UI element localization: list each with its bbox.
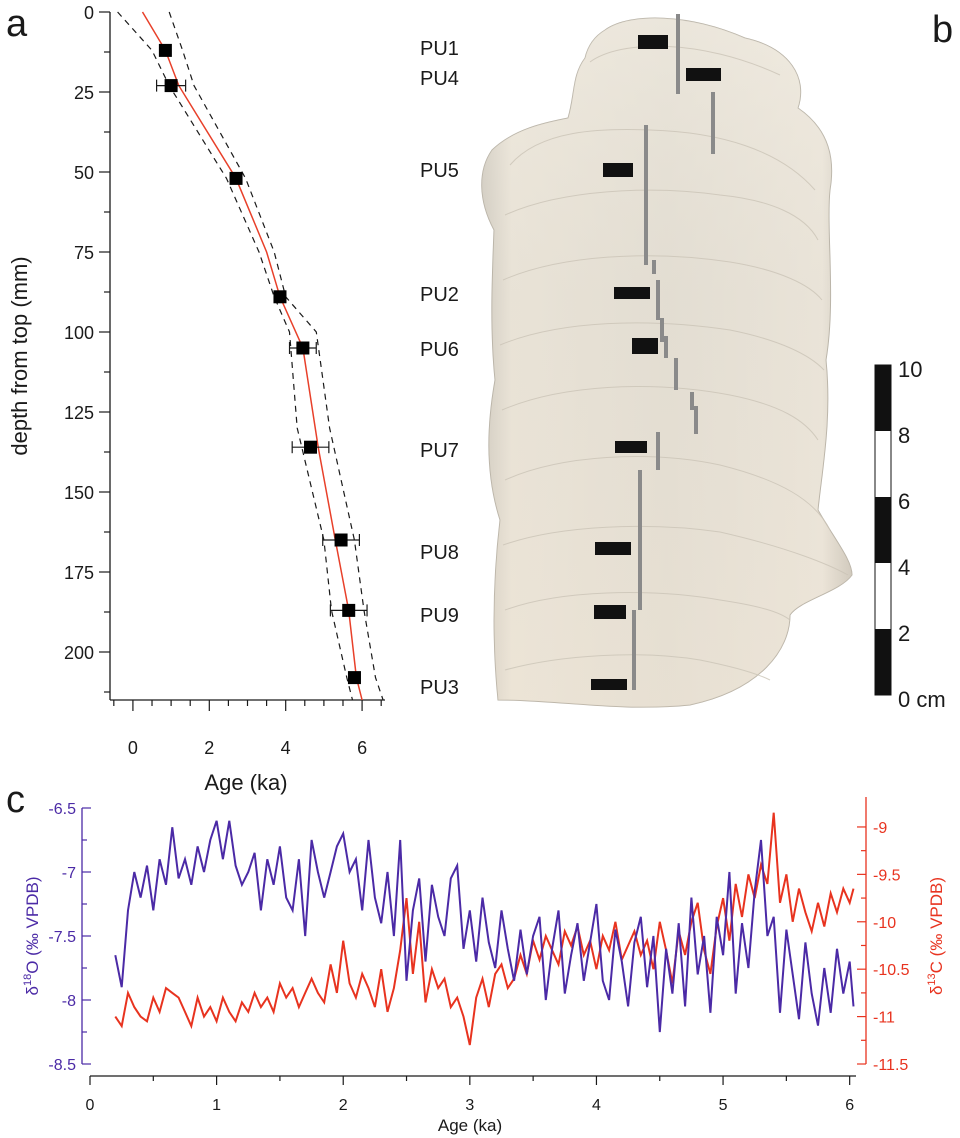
- panel-c-x-axis-label: Age (ka): [438, 1116, 502, 1135]
- d13c-tick-label: -10.5: [873, 962, 910, 979]
- d18o-ticks: -8.5 -8 -7.5 -7 -6.5: [48, 801, 91, 1074]
- x-tick-label: 0: [128, 738, 138, 758]
- x-tick-label: 1: [212, 1097, 221, 1114]
- x-tick-label: 3: [465, 1097, 474, 1114]
- x-tick-label: 6: [845, 1097, 854, 1114]
- x-tick-label: 2: [204, 738, 214, 758]
- section-label-pu7: PU7: [420, 440, 459, 462]
- d13c-ticks: -11.5 -11 -10.5 -10 -9.5 -9: [857, 820, 910, 1074]
- panel-label-a: a: [6, 3, 28, 45]
- age-model-lower-bound: [168, 11, 384, 701]
- date-point: [334, 533, 348, 547]
- d13c-axis-label: δ13C (‰ VPDB): [926, 877, 946, 995]
- panel-label-b: b: [932, 9, 953, 51]
- date-point: [164, 79, 178, 93]
- panel-a-age-depth-chart: a 0 25 50 75 100 125 150 175 200 0 2 4 6 Age (ka) d…: [6, 3, 385, 795]
- panel-c-x-ticks: 0 1 2 3 4 5 6: [86, 1076, 854, 1114]
- scale-label-10: 10: [898, 357, 922, 382]
- d18o-tick-label: -8.5: [48, 1057, 76, 1074]
- d13c-tick-label: -9: [873, 820, 887, 837]
- growth-layers: [499, 45, 849, 681]
- speleothem-slab: [481, 14, 853, 708]
- x-tick-label: 6: [357, 738, 367, 758]
- sample-markers: [591, 35, 721, 690]
- dating-points: [155, 43, 368, 685]
- date-point: [342, 603, 356, 617]
- x-tick-label: 4: [281, 738, 291, 758]
- d13c-label-symbol: δ: [927, 986, 946, 995]
- section-label-pu5: PU5: [420, 160, 459, 182]
- d18o-series-line: [114, 820, 855, 1033]
- d13c-label-super: 13: [926, 973, 938, 985]
- d18o-tick-label: -8: [62, 993, 76, 1010]
- y-tick-label: 75: [74, 243, 94, 263]
- section-label-pu8: PU8: [420, 542, 459, 564]
- date-point: [296, 341, 310, 355]
- d18o-label-symbol: δ: [23, 986, 42, 995]
- x-tick-label: 5: [719, 1097, 728, 1114]
- d18o-tick-label: -7.5: [48, 929, 76, 946]
- d18o-axis-label: δ18O (‰ VPDB): [22, 876, 42, 995]
- date-point: [347, 671, 361, 685]
- scale-label-0-cm: 0 cm: [898, 687, 946, 712]
- scale-label-4: 4: [898, 555, 910, 580]
- y-tick-label: 200: [64, 643, 94, 663]
- scale-label-2: 2: [898, 621, 910, 646]
- scale-bar: 10 8 6 4 2 0 cm: [874, 357, 946, 712]
- d13c-tick-label: -11.5: [873, 1057, 908, 1074]
- d18o-tick-label: -6.5: [48, 801, 76, 818]
- d18o-tick-label: -7: [62, 865, 76, 882]
- age-model-upper-bound: [117, 11, 354, 701]
- panel-a-y-ticks: 0 25 50 75 100 125 150 175 200: [64, 3, 110, 693]
- x-tick-label: 4: [592, 1097, 601, 1114]
- y-tick-label: 0: [84, 3, 94, 23]
- d13c-tick-label: -10: [873, 915, 896, 932]
- panel-a-x-axis-label: Age (ka): [204, 770, 287, 795]
- y-tick-label: 175: [64, 563, 94, 583]
- section-label-pu3: PU3: [420, 677, 459, 699]
- x-tick-label: 2: [339, 1097, 348, 1114]
- section-label-pu6: PU6: [420, 339, 459, 361]
- section-labels: PU1 PU4 PU5 PU2 PU6 PU7 PU8 PU9 PU3: [420, 38, 459, 699]
- y-tick-label: 25: [74, 83, 94, 103]
- y-tick-label: 150: [64, 483, 94, 503]
- scale-label-8: 8: [898, 423, 910, 448]
- date-point: [229, 171, 243, 185]
- y-tick-label: 125: [64, 403, 94, 423]
- date-point: [304, 440, 318, 454]
- speleothem-shading: [481, 18, 852, 708]
- section-label-pu2: PU2: [420, 284, 459, 306]
- d18o-label-rest: O (‰ VPDB): [23, 876, 42, 973]
- section-label-pu4: PU4: [420, 68, 459, 90]
- d18o-label-super: 18: [22, 974, 34, 986]
- section-label-pu9: PU9: [420, 605, 459, 627]
- scale-label-6: 6: [898, 489, 910, 514]
- age-model-confidence-band: [117, 11, 384, 701]
- panel-a-x-ticks: 0 2 4 6: [113, 700, 382, 758]
- section-label-pu1: PU1: [420, 38, 459, 60]
- y-tick-label: 100: [64, 323, 94, 343]
- date-point: [158, 43, 172, 57]
- panel-a-y-axis-label: depth from top (mm): [7, 256, 32, 455]
- age-model-line: [141, 11, 363, 701]
- d13c-series-line: [114, 812, 855, 1046]
- date-point: [273, 290, 287, 304]
- panel-label-c: c: [6, 779, 25, 821]
- d13c-tick-label: -9.5: [873, 867, 901, 884]
- y-tick-label: 50: [74, 163, 94, 183]
- drill-track: [632, 14, 715, 690]
- x-tick-label: 0: [86, 1097, 95, 1114]
- d13c-label-rest: C (‰ VPDB): [927, 877, 946, 973]
- panel-b-sample-image: b: [420, 9, 953, 712]
- d13c-tick-label: -11: [873, 1010, 895, 1027]
- panel-c-isotope-chart: c -8.5-8-7.5-7-6.5 -11.5-11-10.5-10-9.5-…: [6, 779, 946, 1135]
